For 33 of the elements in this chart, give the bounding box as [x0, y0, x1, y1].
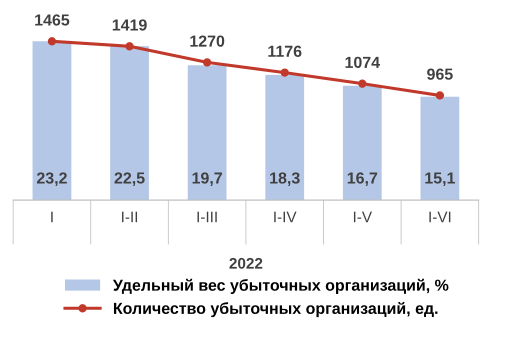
data-label: 965	[427, 68, 453, 80]
x-tick-label: I-V	[354, 212, 372, 222]
data-label: 1419	[112, 19, 147, 31]
legend-label: Количество убыточных организаций, ед.	[114, 302, 438, 318]
point	[125, 42, 134, 50]
data-label: 19,7	[192, 172, 222, 186]
point	[358, 79, 366, 88]
data-label: 1465	[35, 14, 70, 26]
x-tick-label: I-IV	[274, 212, 297, 222]
bar	[342, 86, 382, 200]
data-label: 22,5	[114, 172, 145, 186]
data-label: 1176	[268, 46, 302, 57]
point	[48, 37, 56, 46]
point	[436, 91, 444, 100]
data-label: 16,7	[348, 172, 378, 186]
data-label: 1270	[190, 35, 224, 47]
data-label: 23,2	[36, 172, 67, 186]
bar	[420, 96, 460, 200]
bar	[32, 41, 72, 200]
x-tick-label: I-II	[122, 212, 138, 222]
point	[202, 58, 212, 67]
x-axis-title: 2022	[229, 258, 262, 269]
x-tick-label: I-III	[198, 212, 217, 222]
data-label: 18,3	[270, 172, 300, 186]
bar	[265, 74, 304, 200]
point	[280, 68, 289, 77]
x-tick-label: I	[51, 212, 53, 222]
data-label: 15,1	[425, 172, 455, 186]
bar	[188, 65, 227, 200]
data-label: 1074	[346, 56, 380, 68]
x-tick-label: I-VI	[429, 212, 450, 222]
bar	[110, 46, 149, 200]
legend-label: Удельный вес убыточных организаций, %	[112, 278, 448, 294]
